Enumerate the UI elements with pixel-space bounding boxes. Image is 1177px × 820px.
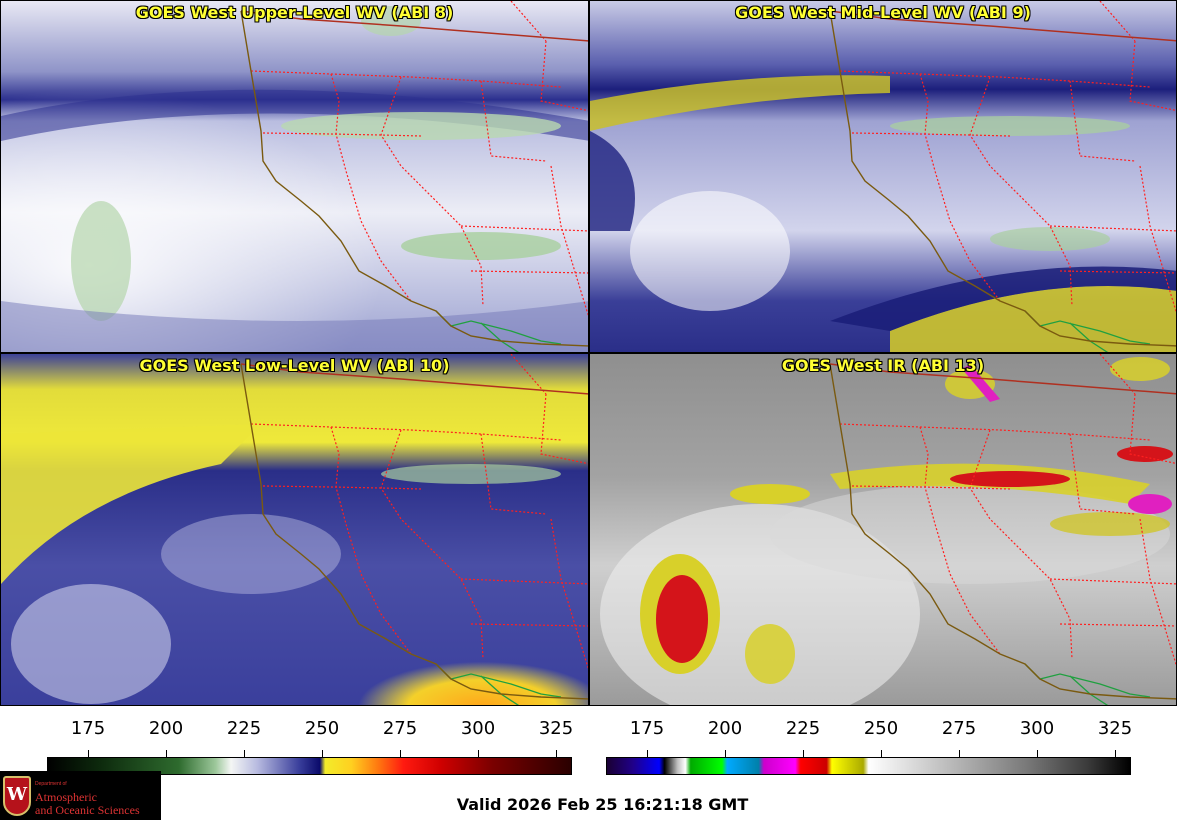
colorbar-tick-label: 225 [785, 718, 821, 739]
colorbar-tick-label: 200 [707, 718, 743, 739]
colorbar-gradient [606, 757, 1131, 775]
colorbar-tick-label: 175 [70, 718, 106, 739]
colorbar-tick [166, 750, 167, 757]
panel-title: GOES West IR (ABI 13) [781, 356, 985, 375]
colorbar-tick-label: 225 [226, 718, 262, 739]
colorbar-tick [881, 750, 882, 757]
low-level-wv-panel: GOES West Low-Level WV (ABI 10) [0, 353, 589, 706]
low-level-wv-image [1, 354, 588, 705]
colorbar-tick-label: 250 [304, 718, 340, 739]
logo-line-2: and Oceanic Sciences [35, 803, 140, 817]
colorbar-tick-label: 200 [148, 718, 184, 739]
upper-level-wv-image [1, 1, 588, 352]
colorbar-tick [959, 750, 960, 757]
colorbar-tick [400, 750, 401, 757]
colorbar-tick [1037, 750, 1038, 757]
colorbar-tick-label: 275 [382, 718, 418, 739]
colorbar-tick [322, 750, 323, 757]
infrared-colorbar: 175 200 225 250 275 300 325 [606, 718, 1133, 776]
colorbar-tick-label: 300 [460, 718, 496, 739]
uw-crest-icon: W [3, 776, 31, 816]
colorbar-tick-label: 275 [941, 718, 977, 739]
colorbar-gradient [47, 757, 572, 775]
panel-title: GOES West Mid-Level WV (ABI 9) [735, 3, 1031, 22]
colorbar-tick [725, 750, 726, 757]
colorbar-tick [478, 750, 479, 757]
ir-panel: GOES West IR (ABI 13) [589, 353, 1177, 706]
colorbar-tick [647, 750, 648, 757]
valid-time: Valid 2026 Feb 25 16:21:18 GMT [456, 795, 749, 814]
mid-level-wv-panel: GOES West Mid-Level WV (ABI 9) [589, 0, 1177, 353]
colorbar-tick-label: 300 [1019, 718, 1055, 739]
colorbar-tick [556, 750, 557, 757]
colorbar-tick [88, 750, 89, 757]
colorbar-tick-label: 325 [538, 718, 574, 739]
upper-level-wv-panel: GOES West Upper-Level WV (ABI 8) [0, 0, 589, 353]
logo-line-1: Atmospheric [35, 790, 97, 804]
panel-title: GOES West Upper-Level WV (ABI 8) [135, 3, 454, 22]
ir-image [590, 354, 1176, 705]
colorbar-tick-label: 175 [629, 718, 665, 739]
colorbar-tick [803, 750, 804, 757]
colorbar-tick-label: 250 [863, 718, 899, 739]
logo-dept-text: Department of [35, 781, 67, 787]
water-vapor-colorbar: 175 200 225 250 275 300 325 [47, 718, 574, 776]
panel-title: GOES West Low-Level WV (ABI 10) [139, 356, 450, 375]
colorbar-tick-label: 325 [1097, 718, 1133, 739]
colorbar-tick [1115, 750, 1116, 757]
colorbar-tick [244, 750, 245, 757]
mid-level-wv-image [590, 1, 1176, 352]
uw-aos-logo: W Department of Atmospheric and Oceanic … [0, 771, 161, 820]
